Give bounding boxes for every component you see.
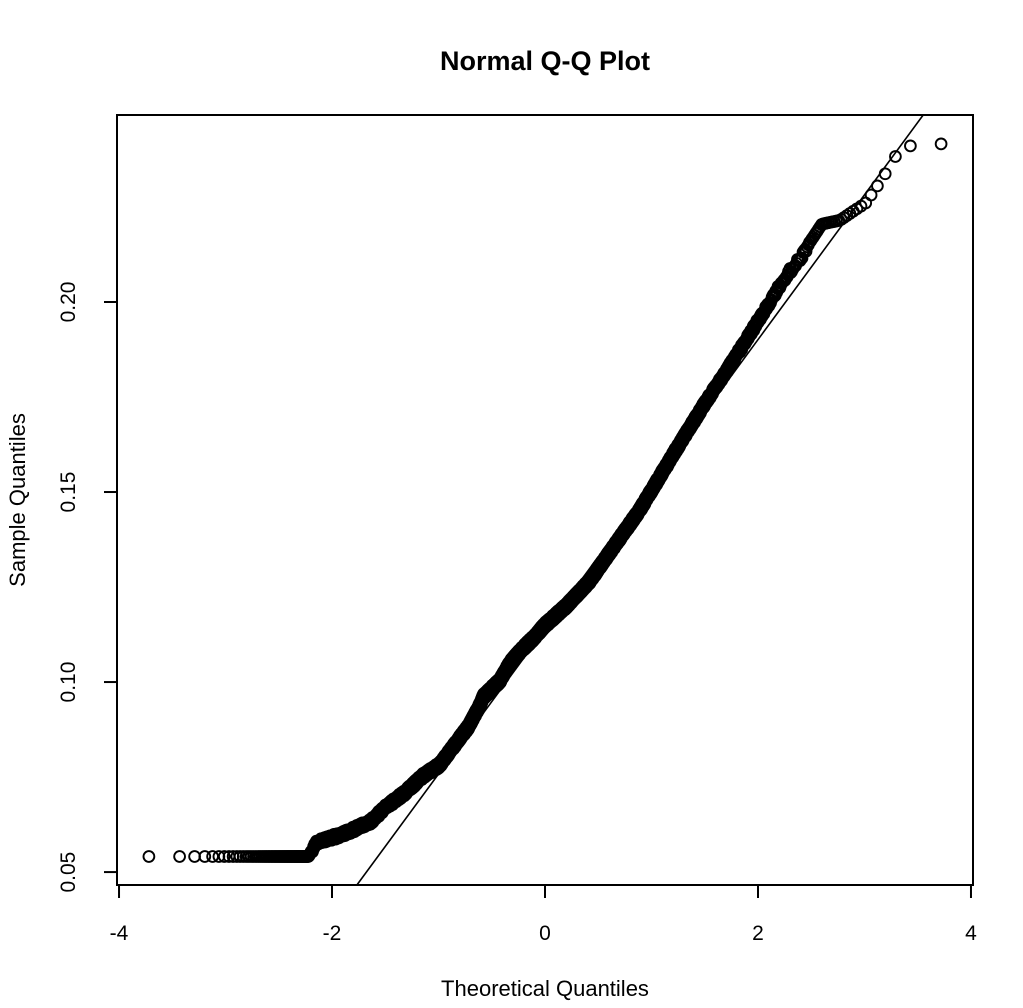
x-axis-title: Theoretical Quantiles <box>441 976 649 1001</box>
y-axis-tick-label: 0.10 <box>57 662 80 703</box>
data-point <box>188 850 201 863</box>
plot-border <box>116 114 974 886</box>
chart-title: Normal Q-Q Plot <box>440 46 650 76</box>
axes-layer: -4 -2 0 2 4 0.05 0.10 0.15 0.20 <box>57 114 977 945</box>
data-point <box>217 850 231 863</box>
x-axis-tick-label: 4 <box>965 922 977 945</box>
x-axis-tick-label: -4 <box>110 922 129 945</box>
x-axis-tick-label: 2 <box>752 922 764 945</box>
data-points-layer <box>142 137 948 863</box>
x-axis-tick-label: 0 <box>539 922 551 945</box>
data-point <box>142 850 156 863</box>
data-point <box>198 850 212 863</box>
y-axis-tick-label: 0.15 <box>57 472 80 513</box>
data-point <box>173 850 186 863</box>
y-axis-title: Sample Quantiles <box>5 413 30 587</box>
y-axis-tick-label: 0.20 <box>57 282 80 323</box>
y-axis-tick-label: 0.05 <box>57 852 80 893</box>
x-axis-tick-label: -2 <box>323 922 342 945</box>
